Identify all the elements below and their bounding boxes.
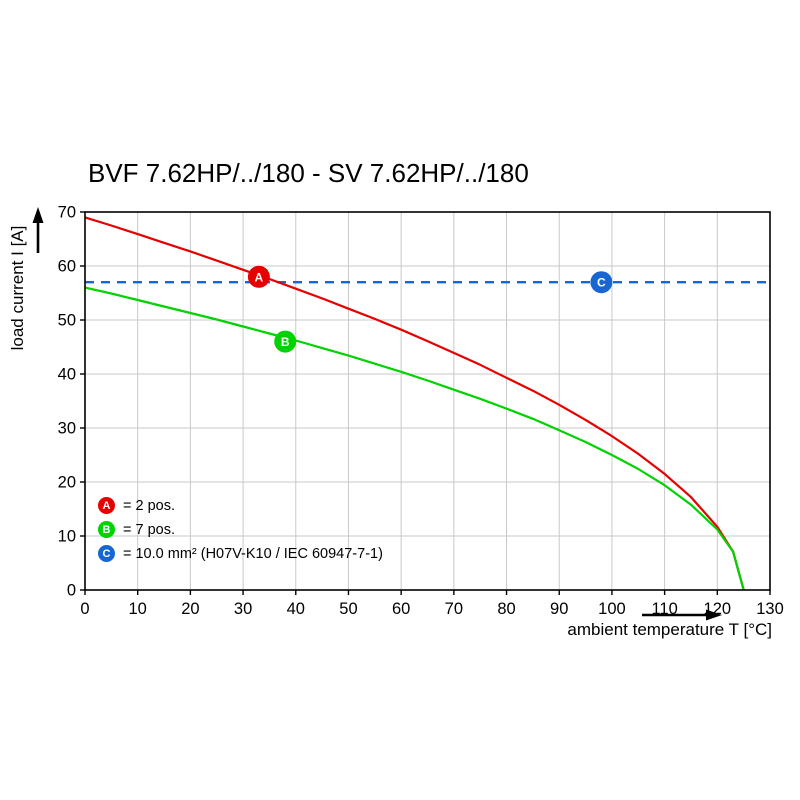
y-tick-label: 10 (58, 528, 76, 546)
y-tick-label: 50 (58, 312, 76, 330)
legend-item-limit: C = 10.0 mm² (H07V-K10 / IEC 60947-7-1) (98, 545, 383, 562)
x-axis-arrow-head-icon (706, 609, 722, 621)
x-tick-label: 110 (651, 600, 677, 618)
legend-marker-a-icon: A (98, 497, 115, 514)
x-tick-label: 10 (129, 600, 147, 618)
marker-c (590, 271, 613, 294)
y-tick-label: 70 (58, 204, 76, 222)
marker-letter-c: C (597, 276, 606, 290)
y-tick-label: 40 (58, 366, 76, 384)
marker-letter-b: B (281, 335, 290, 349)
legend-item-2pos: A = 2 pos. (98, 497, 383, 514)
y-tick-label: 60 (58, 258, 76, 276)
legend-marker-c-icon: C (98, 545, 115, 562)
legend-label-limit: = 10.0 mm² (H07V-K10 / IEC 60947-7-1) (123, 545, 383, 562)
x-tick-label: 130 (756, 600, 784, 618)
legend-marker-b-icon: B (98, 521, 115, 538)
legend-label-2pos: = 2 pos. (123, 497, 175, 514)
curve-7pos (84, 286, 745, 591)
x-tick-label: 100 (598, 600, 626, 618)
legend: A = 2 pos. B = 7 pos. C = 10.0 mm² (H07V… (98, 497, 383, 569)
x-tick-label: 50 (339, 600, 357, 618)
marker-b (274, 330, 297, 353)
marker-letter-a: A (255, 270, 264, 284)
x-tick-label: 70 (445, 600, 463, 618)
x-tick-label: 90 (550, 600, 568, 618)
marker-a (247, 265, 270, 288)
y-axis-arrow-head-icon (32, 207, 44, 223)
y-tick-label: 30 (58, 420, 76, 438)
x-tick-label: 60 (392, 600, 410, 618)
plot-frame (84, 211, 771, 591)
legend-label-7pos: = 7 pos. (123, 521, 175, 538)
y-tick-label: 20 (58, 474, 76, 492)
x-tick-label: 40 (287, 600, 305, 618)
curve-2pos (84, 216, 745, 591)
chart-title: BVF 7.62HP/../180 - SV 7.62HP/../180 (88, 158, 529, 188)
legend-item-7pos: B = 7 pos. (98, 521, 383, 538)
y-tick-label: 0 (67, 582, 76, 600)
x-tick-label: 0 (80, 600, 89, 618)
x-tick-label: 30 (234, 600, 252, 618)
x-tick-label: 20 (181, 600, 199, 618)
y-axis-label: load current I [A] (8, 225, 27, 351)
x-tick-label: 80 (497, 600, 515, 618)
chart-canvas: 0 10 20 30 40 50 60 70 80 90 100 110 120 130010203040… (32, 204, 784, 621)
x-axis-label: ambient temperature T [°C] (567, 620, 772, 639)
